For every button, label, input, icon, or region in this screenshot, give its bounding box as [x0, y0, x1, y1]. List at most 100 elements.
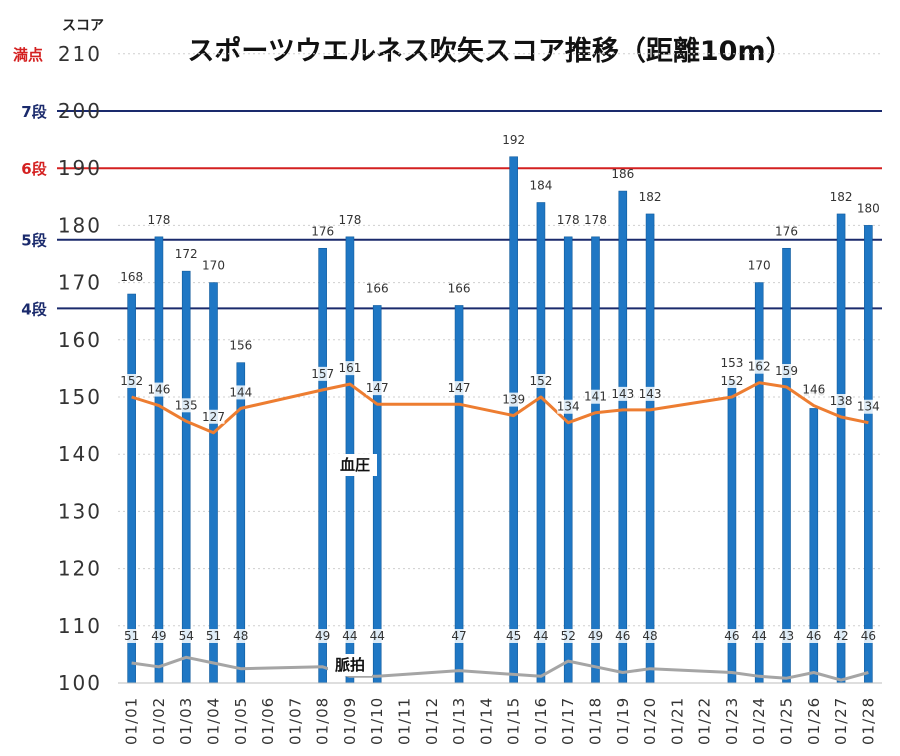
series-value-label: 46	[724, 629, 739, 643]
series-value-label: 161	[338, 361, 361, 375]
series-value-label-group: 147	[366, 381, 389, 396]
series-value-label-group: 161	[338, 361, 361, 376]
series-value-label-group: 157	[311, 366, 334, 381]
series-name-bg	[328, 654, 372, 676]
bar-value-label: 178	[557, 213, 580, 227]
series-value-label: 134	[857, 400, 880, 414]
series-label-bg	[147, 382, 170, 397]
x-tick-label: 01/20	[641, 697, 659, 745]
series-label-bg	[175, 629, 198, 643]
series-value-label: 45	[506, 629, 521, 643]
series-label-bg	[529, 629, 552, 643]
series-value-label-group: 43	[775, 629, 798, 643]
series-label-bg	[639, 629, 662, 643]
score-bars	[127, 156, 873, 684]
x-tick-label: 01/22	[696, 697, 714, 745]
x-tick-label: 01/01	[123, 697, 141, 745]
series-label-bg	[611, 386, 634, 401]
series-value-label: 135	[175, 398, 198, 412]
series-value-label-group: 49	[147, 629, 170, 643]
series-value-label: 44	[752, 629, 767, 643]
x-tick-label: 01/18	[587, 697, 605, 745]
score-bar	[618, 190, 628, 684]
x-tick-label: 01/15	[505, 697, 523, 745]
x-tick-label: 01/17	[559, 697, 577, 745]
y-tick-label: 190	[58, 156, 102, 180]
bar-value-label: 178	[338, 213, 361, 227]
y-tick-label: 110	[58, 614, 102, 638]
reference-line-label: 満点	[13, 46, 43, 64]
series-label-bg	[502, 392, 525, 407]
series-value-label-group: 127	[202, 409, 225, 424]
score-bar	[372, 305, 382, 684]
series-value-label-group: 144	[229, 385, 252, 400]
series-value-label-group: 162	[748, 359, 771, 374]
series-value-label-group: 51	[202, 629, 225, 643]
bar-value-label: 172	[175, 247, 198, 261]
series-value-label-group: 146	[147, 382, 170, 397]
series-value-label-group: 44	[366, 629, 389, 643]
series-value-label-group: 47	[448, 629, 471, 643]
series-value-label-group: 52	[557, 629, 580, 643]
chart-title: スポーツウエルネス吹矢スコア推移（距離10m）	[187, 35, 792, 67]
series-value-label-group: 44	[529, 629, 552, 643]
series-label-bg	[557, 629, 580, 643]
series-value-label: 138	[830, 394, 853, 408]
series-line	[131, 655, 869, 682]
series-label-bg	[748, 359, 771, 374]
bar-value-label: 178	[147, 213, 170, 227]
reference-line-label: 4段	[21, 300, 46, 318]
series-label-bg	[366, 381, 389, 396]
series-value-label-group: 134	[857, 399, 880, 414]
series-value-label-group: 159	[775, 363, 798, 378]
bar-value-label: 182	[639, 190, 662, 204]
series-value-label-group: 42	[830, 629, 853, 643]
series-value-label-group: 48	[229, 629, 252, 643]
score-bar	[591, 236, 600, 684]
series-label-bg	[720, 374, 743, 388]
bar-value-label: 176	[775, 224, 798, 238]
x-tick-label: 01/16	[532, 697, 550, 745]
score-bar	[181, 270, 191, 684]
series-value-label: 157	[311, 367, 334, 381]
x-tick-label: 01/04	[205, 697, 223, 745]
score-bar	[782, 247, 791, 684]
series-value-label: 48	[642, 629, 657, 643]
series-value-label-group: 147	[448, 381, 471, 396]
series-label-bg	[557, 399, 580, 414]
y-tick-label: 130	[58, 499, 102, 523]
series-value-label-group: 135	[175, 398, 198, 413]
series-value-label: 147	[366, 381, 389, 395]
series-label-bg	[366, 629, 389, 643]
x-tick-label: 01/02	[150, 697, 168, 745]
x-tick-label: 01/06	[259, 697, 277, 745]
series-value-label: 159	[775, 364, 798, 378]
x-tick-label: 01/21	[668, 697, 686, 745]
score-bar	[127, 293, 136, 684]
x-tick-label: 01/07	[286, 697, 304, 745]
y-tick-label: 180	[58, 213, 102, 237]
series-value-label-group: 45	[502, 629, 525, 643]
series-label-bg	[229, 629, 252, 643]
series-label-bg	[175, 398, 198, 413]
series-value-label: 144	[229, 385, 252, 399]
x-tick-label: 01/24	[750, 697, 768, 745]
series-value-label: 46	[861, 629, 876, 643]
series-value-label: 146	[802, 383, 825, 397]
series-label-bg	[502, 629, 525, 643]
series-value-label: 49	[588, 629, 603, 643]
series-value-label-group: 152	[120, 374, 143, 388]
series-label-bg	[802, 629, 825, 643]
bar-value-label: 168	[120, 270, 143, 284]
bar-value-label: 156	[229, 339, 252, 353]
bar-value-label: 182	[830, 190, 853, 204]
series-value-label: 141	[584, 390, 607, 404]
series-value-label: 44	[370, 629, 385, 643]
bar-value-label: 166	[448, 281, 471, 295]
series-value-label: 143	[639, 387, 662, 401]
series-value-label: 43	[779, 629, 794, 643]
x-tick-label: 01/12	[423, 697, 441, 745]
series-label-bg	[857, 399, 880, 414]
series-value-label: 46	[615, 629, 630, 643]
